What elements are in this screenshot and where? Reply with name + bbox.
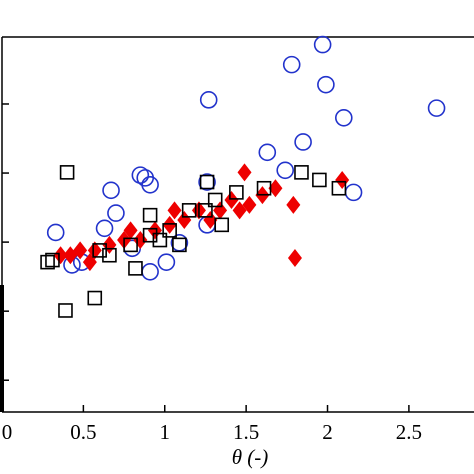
diamond-point: [237, 163, 252, 182]
circle-point: [141, 175, 159, 194]
square-point: [152, 232, 168, 248]
square-point: [92, 243, 107, 258]
x-tick-label: 2.5: [396, 420, 422, 444]
circle-point: [317, 75, 335, 94]
diamond-point: [203, 211, 218, 230]
circle-point: [427, 99, 446, 117]
diamond-point: [162, 215, 177, 234]
square-point: [256, 180, 272, 196]
diamond-point: [147, 221, 162, 240]
square-point: [172, 237, 187, 253]
diamond-point: [286, 195, 301, 214]
x-tick-label: 2: [322, 420, 333, 444]
square-point: [45, 252, 60, 268]
diamond-point: [133, 231, 148, 250]
square-point: [87, 290, 103, 306]
x-axis-label: θ (-): [232, 445, 269, 469]
circle-point: [199, 91, 218, 109]
square-point: [331, 180, 347, 196]
diamond-point: [213, 201, 228, 220]
x-tick-label: 0.5: [70, 420, 96, 444]
diamond-point: [63, 246, 78, 265]
diamond-point: [87, 241, 102, 260]
diamond-point: [167, 201, 182, 220]
diamond-point: [287, 248, 302, 267]
diamond-point: [242, 195, 257, 214]
circle-point: [294, 133, 312, 151]
circle-point: [198, 173, 216, 191]
diamond-point: [53, 246, 68, 265]
circle-point: [276, 161, 295, 180]
circle-point: [344, 183, 363, 202]
diamond-point: [102, 235, 117, 254]
circle-point: [46, 223, 65, 242]
diamond-point: [335, 170, 350, 189]
circle-point: [102, 181, 120, 200]
circle-point: [95, 219, 114, 238]
square-point: [199, 174, 215, 190]
square-point: [181, 203, 197, 218]
square-point: [128, 261, 143, 276]
x-tick-label: 1.5: [233, 420, 259, 444]
square-point: [207, 192, 223, 208]
x-tick-label: 1: [160, 420, 171, 444]
square-point: [58, 303, 73, 318]
square-point: [142, 207, 158, 223]
circle-point: [282, 55, 301, 74]
square-point: [59, 165, 75, 180]
circle-point: [131, 166, 150, 184]
diamond-point: [232, 201, 247, 220]
square-point: [214, 217, 230, 233]
diamond-point: [224, 190, 239, 209]
square-point: [294, 165, 309, 180]
square-point: [102, 247, 117, 263]
square-point: [229, 185, 244, 200]
square-point: [123, 237, 138, 253]
circle-point: [141, 263, 159, 281]
circle-point: [258, 143, 277, 162]
x-tick-label: 0: [2, 420, 13, 444]
square-point: [40, 254, 55, 270]
circle-point: [334, 109, 353, 127]
diamond-point: [177, 211, 192, 230]
axis-bar: [0, 285, 4, 412]
circle-point: [157, 253, 176, 271]
square-point: [198, 203, 213, 218]
square-point: [312, 172, 327, 188]
diamond-point: [268, 179, 283, 198]
circle-point: [107, 204, 125, 222]
circle-point: [313, 35, 332, 54]
square-point: [162, 223, 177, 238]
square-point: [142, 227, 158, 243]
diamond-point: [123, 221, 138, 240]
